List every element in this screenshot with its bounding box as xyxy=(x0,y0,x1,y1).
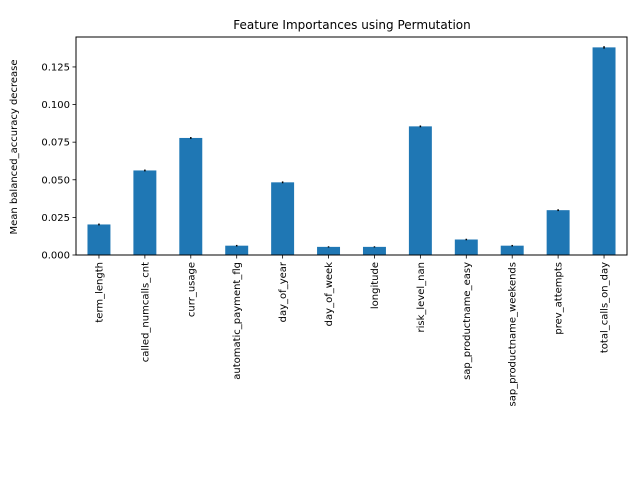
y-tick-label: 0.075 xyxy=(41,138,70,149)
y-axis-label: Mean balanced_accuracy decrease xyxy=(9,60,20,235)
x-tick-label: prev_attempts xyxy=(554,262,565,335)
bar-sap_productname_weekends xyxy=(500,245,524,255)
x-tick-label: sap_productname_easy xyxy=(462,262,473,380)
y-tick-label: 0.050 xyxy=(41,175,70,186)
y-tick-label: 0.100 xyxy=(41,100,70,111)
y-tick-label: 0.125 xyxy=(41,62,70,73)
bar-day_of_week xyxy=(317,246,341,255)
bar-prev_attempts xyxy=(546,210,570,255)
x-tick-label: term_length xyxy=(94,262,105,323)
plot-frame xyxy=(75,36,628,256)
x-tick-label: risk_level_nan xyxy=(416,262,427,332)
y-tick-label: 0.025 xyxy=(41,213,70,224)
x-tick-label: called_numcalls_cnt xyxy=(140,262,151,362)
x-tick-label: day_of_week xyxy=(324,262,335,327)
bar-sap_productname_easy xyxy=(454,239,478,255)
x-tick-label: curr_usage xyxy=(186,262,197,317)
bar-term_length xyxy=(87,224,111,255)
bar-called_numcalls_cnt xyxy=(133,170,157,255)
bar-risk_level_nan xyxy=(408,126,432,256)
bar-day_of_year xyxy=(271,182,295,255)
x-tick-label: sap_productname_weekends xyxy=(508,262,519,406)
y-tick-label: 0.000 xyxy=(41,251,70,262)
bars-layer xyxy=(87,47,616,256)
bar-curr_usage xyxy=(179,137,203,255)
bar-longitude xyxy=(362,246,386,255)
error-bars-layer xyxy=(98,46,605,248)
x-tick-label: longitude xyxy=(370,262,381,309)
chart-title: Feature Importances using Permutation xyxy=(233,18,470,32)
x-tick-label: day_of_year xyxy=(278,261,289,322)
x-tick-label: total_calls_on_day xyxy=(600,262,611,353)
y-axis: 0.000 0.025 0.050 0.075 0.100 0.125 xyxy=(41,62,76,262)
bar-total_calls_on_day xyxy=(592,47,616,255)
x-tick-label: automatic_payment_flg xyxy=(232,262,243,380)
x-axis: term_length called_numcalls_cnt curr_usage… xyxy=(94,255,611,406)
bar-automatic_payment_flg xyxy=(225,245,249,255)
